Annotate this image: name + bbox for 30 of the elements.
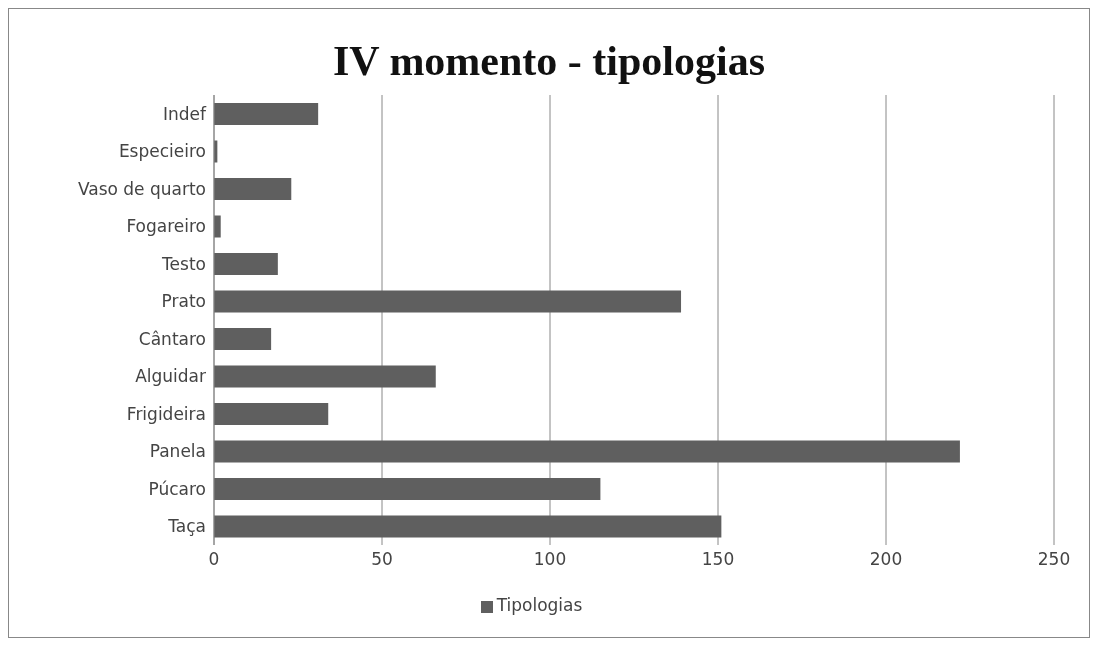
bar [214,103,319,125]
y-tick-label: Panela [149,441,206,462]
x-tick-label: 200 [869,549,903,570]
y-tick-label: Indef [162,103,208,124]
bar [214,440,960,463]
bar [214,515,722,538]
bar [214,178,292,200]
x-tick-label: 250 [1037,549,1071,570]
chart-title: IV momento - tipologias [331,37,767,85]
bar [214,290,682,313]
legend-label: Tipologias [496,595,583,615]
y-tick-label: Alguidar [135,366,207,387]
y-tick-label: Cântaro [138,328,206,349]
x-tick-label: 50 [371,549,393,570]
bar [214,253,278,275]
y-tick-label: Vaso de quarto [77,178,206,199]
x-tick-label: 150 [701,549,735,570]
y-tick-label: Prato [161,291,206,312]
bar [214,328,272,350]
y-tick-label: Testo [161,253,206,274]
bar [214,478,601,500]
y-tick-label: Especieiro [118,141,206,162]
bar [214,365,436,388]
y-tick-label: Frigideira [126,403,206,424]
x-tick-label: 0 [208,549,220,570]
x-tick-label: 100 [533,549,567,570]
y-tick-label: Taça [167,516,206,537]
bar [214,403,329,425]
y-tick-label: Púcaro [148,478,206,499]
y-tick-label: Fogareiro [126,216,206,237]
